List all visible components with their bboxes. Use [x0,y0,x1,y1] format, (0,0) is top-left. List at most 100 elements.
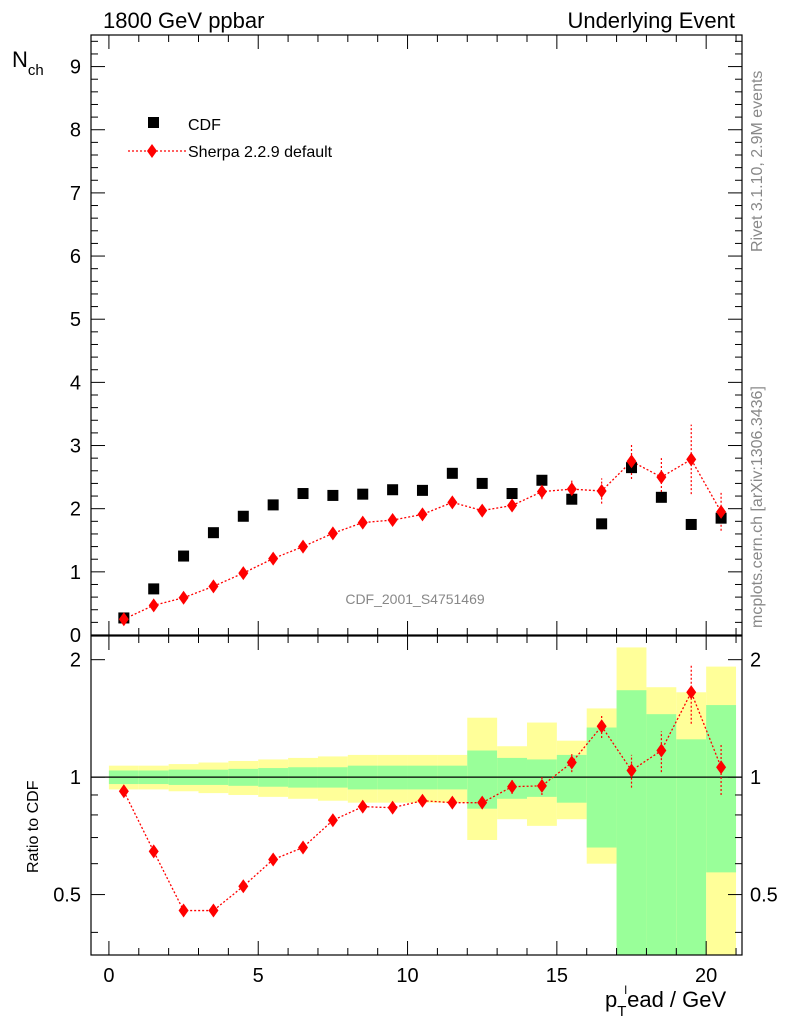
main-plot-marks [118,424,727,627]
ratio-sherpa-line [123,690,722,912]
ratio-sherpa-point [566,755,577,770]
legend-marker-cdf [148,117,159,128]
cdf-point [357,488,369,500]
cdf-point [506,488,518,500]
mcplots-label: mcplots.cern.ch [arXiv:1306.3436] [749,386,766,628]
x-tick-label: 5 [253,965,264,987]
sherpa-line [123,458,722,620]
cdf-point [237,510,249,522]
band-inner [586,727,617,848]
chart-title-left: 1800 GeV ppbar [103,8,264,33]
sherpa-point [656,470,667,485]
cdf-point [476,477,488,489]
ratio-y-tick-label-left: 1 [70,767,81,789]
ratio-sherpa-point [507,779,518,794]
legend-marker-sherpa [147,144,157,158]
cdf-point [387,484,399,496]
main-y-tick-label: 2 [70,499,81,521]
cdf-point [685,518,697,530]
ratio-sherpa-point [417,793,428,808]
sherpa-point [268,551,279,566]
ratio-sherpa-point [357,799,368,814]
analysis-watermark: CDF_2001_S4751469 [345,591,485,607]
cdf-point [327,489,339,501]
sherpa-point [686,452,697,467]
x-tick-label: 15 [546,965,568,987]
ratio-sherpa-point [268,852,279,867]
cdf-point [655,491,667,503]
sherpa-point [357,515,368,530]
cdf-point [446,467,458,479]
sherpa-point [477,503,488,518]
cdf-point [207,527,219,539]
ratio-sherpa-point [148,844,159,859]
cdf-point [178,550,190,562]
main-y-tick-label: 0 [70,625,81,647]
ratio-sherpa-point [387,800,398,815]
ratio-sherpa-point [327,813,338,828]
sherpa-point [447,495,458,510]
rivet-label: Rivet 3.1.10, 2.9M events [749,71,766,252]
main-y-tick-label: 9 [70,57,81,79]
cdf-point [416,484,428,496]
ratio-y-tick-label-left: 2 [70,650,81,672]
band-inner [616,690,647,955]
sherpa-point [208,579,219,594]
cdf-point [536,474,548,486]
main-y-tick-label: 4 [70,372,81,394]
ratio-sherpa-point [238,879,249,894]
main-y-tick-label: 1 [70,562,81,584]
ratio-ylabel: Ratio to CDF [25,780,42,873]
ratio-y-tick-label-left: 0.5 [53,885,81,907]
main-y-tick-label: 3 [70,436,81,458]
ratio-sherpa-point [686,685,697,700]
main-y-tick-label: 7 [70,183,81,205]
main-y-tick-label: 6 [70,246,81,268]
sherpa-point [417,507,428,522]
chart-title-right: Underlying Event [567,8,735,33]
ratio-sherpa-point [716,760,727,775]
sherpa-point [596,484,607,498]
sherpa-point [387,513,398,528]
ratio-sherpa-point [447,795,458,810]
sherpa-point [118,612,129,627]
sherpa-point [566,482,577,497]
ratio-sherpa-point [118,784,129,799]
sherpa-point [148,598,159,613]
sherpa-point [507,498,518,513]
sherpa-point [626,454,637,469]
sherpa-point [178,590,189,605]
ratio-sherpa-point [596,719,607,734]
cdf-point [267,499,279,511]
band-inner [706,705,737,873]
sherpa-point [536,484,547,499]
ratio-y-tick-label-right: 1 [750,767,761,789]
ratio-y-tick-label-right: 0.5 [750,885,778,907]
axes: 0 5 10 15 20 0 1 2 3 4 5 6 7 8 9 0.5 0.5 1 1 2 2 [53,34,778,987]
cdf-point [566,493,578,505]
ratio-sherpa-point [536,778,547,793]
main-y-tick-label: 5 [70,309,81,331]
main-frame [90,34,743,636]
main-ylabel: Nch [12,47,44,79]
x-axis-label: pTlead / GeV [605,983,726,1020]
sherpa-point [298,539,309,554]
ratio-sherpa-point [656,743,667,758]
x-tick-label: 0 [103,965,114,987]
x-tick-label: 20 [695,965,717,987]
ratio-sherpa-point [298,840,309,855]
ratio-sherpa-point [208,903,219,918]
sherpa-point [327,526,338,541]
ratio-y-tick-label-right: 2 [750,650,761,672]
ratio-sherpa-point [626,763,637,778]
x-tick-label: 10 [396,965,418,987]
ratio-plot-marks [118,665,727,918]
ratio-sherpa-point [178,903,189,918]
main-y-tick-label: 8 [70,120,81,142]
band-inner [676,739,707,955]
sherpa-point [238,566,249,581]
ratio-frame [90,635,743,956]
cdf-point [148,583,160,595]
cdf-point [596,518,608,530]
